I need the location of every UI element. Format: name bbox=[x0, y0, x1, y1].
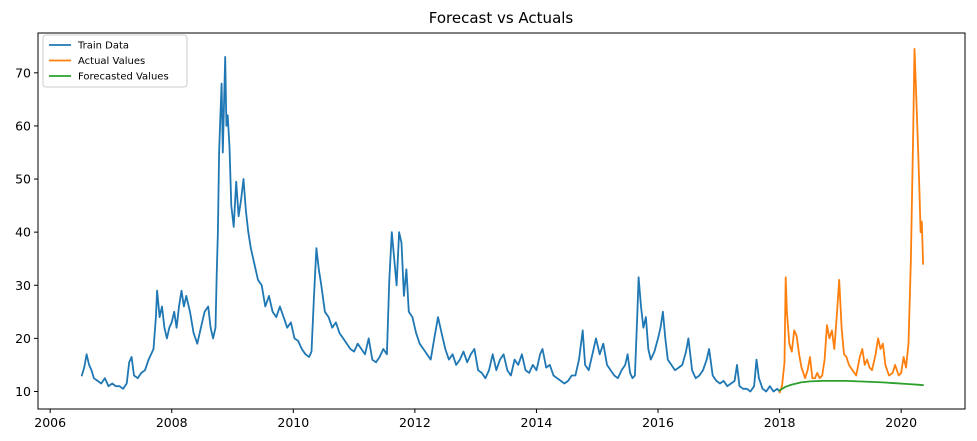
x-tick-label-2: 2010 bbox=[277, 415, 309, 430]
x-tick-label-7: 2020 bbox=[885, 415, 917, 430]
x-tick-label-5: 2016 bbox=[642, 415, 674, 430]
legend-label-2: Forecasted Values bbox=[78, 72, 169, 83]
legend-label-1: Actual Values bbox=[78, 56, 145, 67]
y-tick-label-2: 30 bbox=[15, 278, 31, 293]
x-tick-label-0: 2006 bbox=[34, 415, 66, 430]
y-tick-label-6: 70 bbox=[15, 65, 31, 80]
plot-frame bbox=[37, 32, 966, 410]
y-tick-label-4: 50 bbox=[15, 172, 31, 187]
series-line-0 bbox=[80, 56, 781, 393]
x-tick-label-3: 2012 bbox=[399, 415, 431, 430]
y-tick-label-0: 10 bbox=[15, 384, 31, 399]
x-tick-label-1: 2008 bbox=[156, 415, 188, 430]
x-tick-label-4: 2014 bbox=[521, 415, 553, 430]
y-tick-label-3: 40 bbox=[15, 225, 31, 240]
series-layer bbox=[80, 48, 924, 394]
series-line-2 bbox=[778, 380, 924, 392]
legend-label-0: Train Data bbox=[77, 41, 129, 52]
plot-area bbox=[38, 33, 965, 409]
y-tick-label-1: 20 bbox=[15, 331, 31, 346]
legend: Train Data Actual Values Forecasted Values bbox=[42, 34, 188, 88]
chart-title: Forecast vs Actuals bbox=[429, 9, 574, 27]
axes-layer: 2006 2008 2010 2012 2014 2016 2018 2020 10 20 30 40… bbox=[15, 65, 917, 430]
x-tick-label-6: 2018 bbox=[764, 415, 796, 430]
legend-frame bbox=[42, 34, 188, 88]
y-tick-label-5: 60 bbox=[15, 118, 31, 133]
series-line-1 bbox=[778, 48, 924, 394]
